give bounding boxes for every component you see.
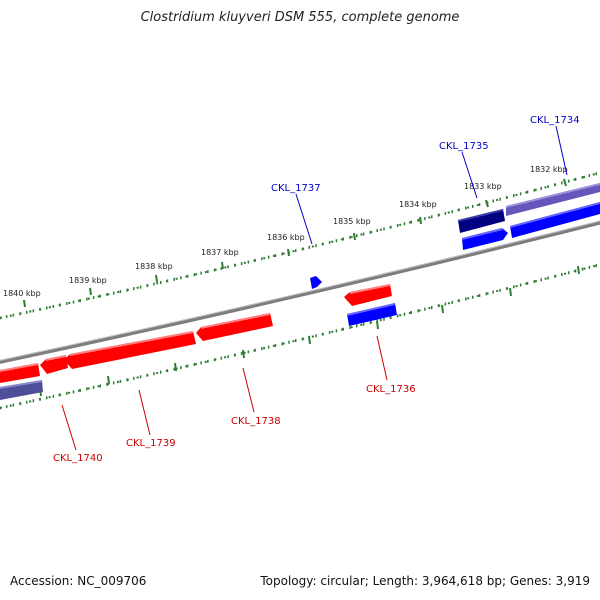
tick-1834 xyxy=(419,216,422,225)
scale-label-1840: 1840 kbp xyxy=(3,289,41,298)
gene-label-ckl-1737: CKL_1737 xyxy=(271,183,321,194)
gene-label-ckl-1736: CKL_1736 xyxy=(366,384,416,395)
scale-label-1834: 1834 kbp xyxy=(399,200,437,209)
scale-label-1837: 1837 kbp xyxy=(201,248,239,257)
outer-minor-ticks xyxy=(0,172,597,320)
gene-ckl-1736-arrow[interactable] xyxy=(344,284,392,306)
inner-major-ticks xyxy=(39,265,580,397)
scale-label-1838: 1838 kbp xyxy=(135,262,173,271)
reverse-strand-genes xyxy=(0,284,392,383)
scale-label-1835: 1835 kbp xyxy=(333,217,371,226)
forward-strand-genes xyxy=(0,183,600,400)
scale-labels: 1832 kbp 1833 kbp 1834 kbp 1835 kbp 1836… xyxy=(3,165,568,298)
gene-label-ckl-1740: CKL_1740 xyxy=(53,453,103,464)
callout-ckl-1736 xyxy=(376,335,388,381)
genome-backbone xyxy=(0,220,600,364)
callout-ckl-1737 xyxy=(295,193,313,245)
callout-ckl-1740 xyxy=(61,404,77,451)
tick-1836 xyxy=(287,248,290,257)
gene-labels: CKL_1734 CKL_1735 CKL_1737 CKL_1736 CKL_… xyxy=(53,115,580,464)
tick-1832 xyxy=(563,178,567,187)
gene-label-ckl-1734: CKL_1734 xyxy=(530,115,580,126)
gene-label-ckl-1739: CKL_1739 xyxy=(126,438,176,449)
gene-ckl-1738-arrow[interactable] xyxy=(196,313,273,341)
gene-ckl-1736-forward-block[interactable] xyxy=(347,303,397,326)
callout-ckl-1734 xyxy=(555,125,568,176)
gene-ckl-1737-feature[interactable] xyxy=(310,276,322,289)
genome-backbone-highlight xyxy=(0,220,600,361)
callout-ckl-1738 xyxy=(242,367,255,413)
gene-callout-lines xyxy=(61,125,568,451)
genome-summary-text: Topology: circular; Length: 3,964,618 bp… xyxy=(260,574,590,588)
outer-major-ticks xyxy=(23,178,567,308)
gene-label-ckl-1738: CKL_1738 xyxy=(231,416,281,427)
tick-1837 xyxy=(221,261,224,270)
accession-text: Accession: NC_009706 xyxy=(10,574,147,588)
tick-1839 xyxy=(89,287,92,296)
gene-label-ckl-1735: CKL_1735 xyxy=(439,141,489,152)
callout-ckl-1735 xyxy=(461,151,478,199)
tick-1840 xyxy=(23,299,26,308)
scale-label-1833: 1833 kbp xyxy=(464,182,502,191)
tick-1838 xyxy=(155,274,158,283)
gene-ckl-1739-arrow[interactable] xyxy=(64,331,196,369)
scale-label-1832: 1832 kbp xyxy=(530,165,568,174)
gene-ckl-1734-feature[interactable] xyxy=(506,183,600,216)
tick-1835 xyxy=(353,232,356,241)
callout-ckl-1739 xyxy=(138,389,151,436)
genome-title: Clostridium kluyveri DSM 555, complete g… xyxy=(140,10,460,25)
scale-label-1839: 1839 kbp xyxy=(69,276,107,285)
scale-label-1836: 1836 kbp xyxy=(267,233,305,242)
gene-ckl-1735-arrow[interactable] xyxy=(462,228,508,250)
gene-ckl-1735-feature[interactable] xyxy=(458,209,505,233)
outer-scale-track xyxy=(0,171,600,319)
inner-scale-track xyxy=(0,263,600,409)
gene-ckl-1734-arrow[interactable] xyxy=(510,202,600,238)
gene-left-forward-feature[interactable] xyxy=(0,380,43,400)
gene-left-reverse-feature[interactable] xyxy=(0,363,40,383)
tick-1833 xyxy=(485,199,489,208)
